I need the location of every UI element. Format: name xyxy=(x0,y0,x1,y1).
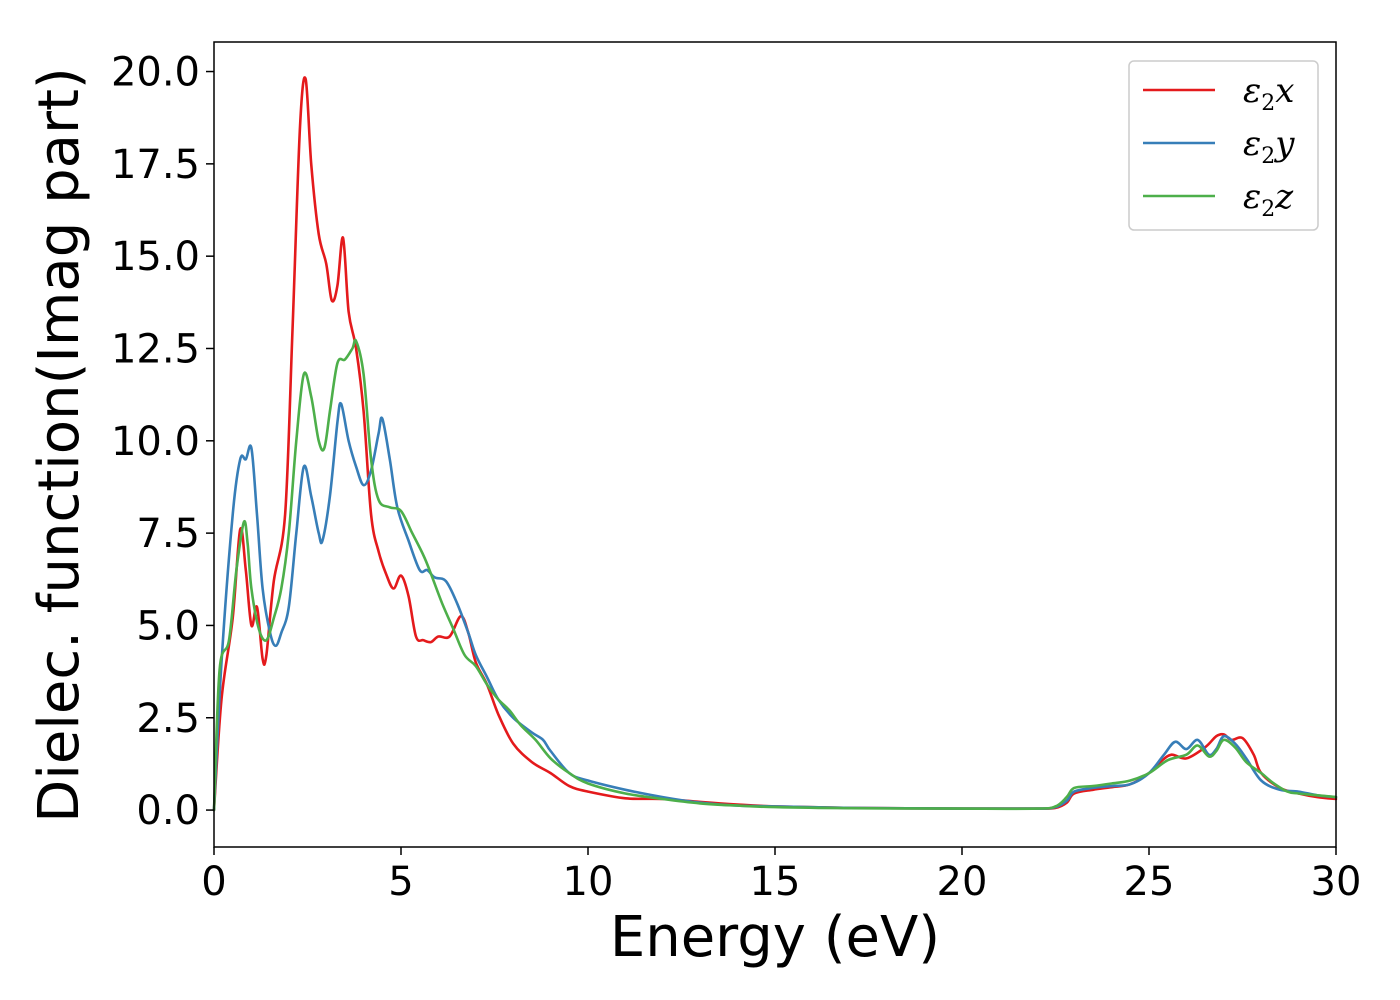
y-tick-label: 2.5 xyxy=(136,696,200,742)
legend: ε2x ε2y ε2z xyxy=(1128,60,1319,231)
series-line-y xyxy=(212,401,1338,812)
y-tick-label: 17.5 xyxy=(111,142,200,188)
y-tick-label: 0.0 xyxy=(136,788,200,834)
legend-box xyxy=(1128,60,1319,231)
x-tick-label: 25 xyxy=(1124,859,1175,905)
y-axis-label: Dielec. function(Imag part) xyxy=(27,67,92,823)
y-tick-label: 20.0 xyxy=(111,50,200,96)
y-axis-ticks: 0.0 2.5 5.0 7.5 10.0 12.5 15.0 17.5 20.0 xyxy=(111,50,214,834)
x-tick-label: 30 xyxy=(1311,859,1362,905)
x-tick-label: 5 xyxy=(388,859,413,905)
x-tick-label: 15 xyxy=(750,859,801,905)
series-layer xyxy=(212,76,1338,812)
x-axis-ticks: 0 5 10 15 20 25 30 xyxy=(201,847,1361,905)
legend-label-z: ε2z xyxy=(1243,177,1294,222)
x-tick-label: 10 xyxy=(563,859,614,905)
y-tick-label: 12.5 xyxy=(111,326,200,372)
y-tick-label: 7.5 xyxy=(136,511,200,557)
legend-label-y: ε2y xyxy=(1243,124,1295,169)
series-line-z xyxy=(212,338,1338,812)
y-tick-label: 15.0 xyxy=(111,234,200,280)
x-tick-label: 0 xyxy=(201,859,226,905)
y-tick-label: 5.0 xyxy=(136,603,200,649)
x-axis-label: Energy (eV) xyxy=(610,905,940,970)
x-tick-label: 20 xyxy=(937,859,988,905)
y-tick-label: 10.0 xyxy=(111,419,200,465)
legend-label-x: ε2x xyxy=(1243,71,1294,116)
